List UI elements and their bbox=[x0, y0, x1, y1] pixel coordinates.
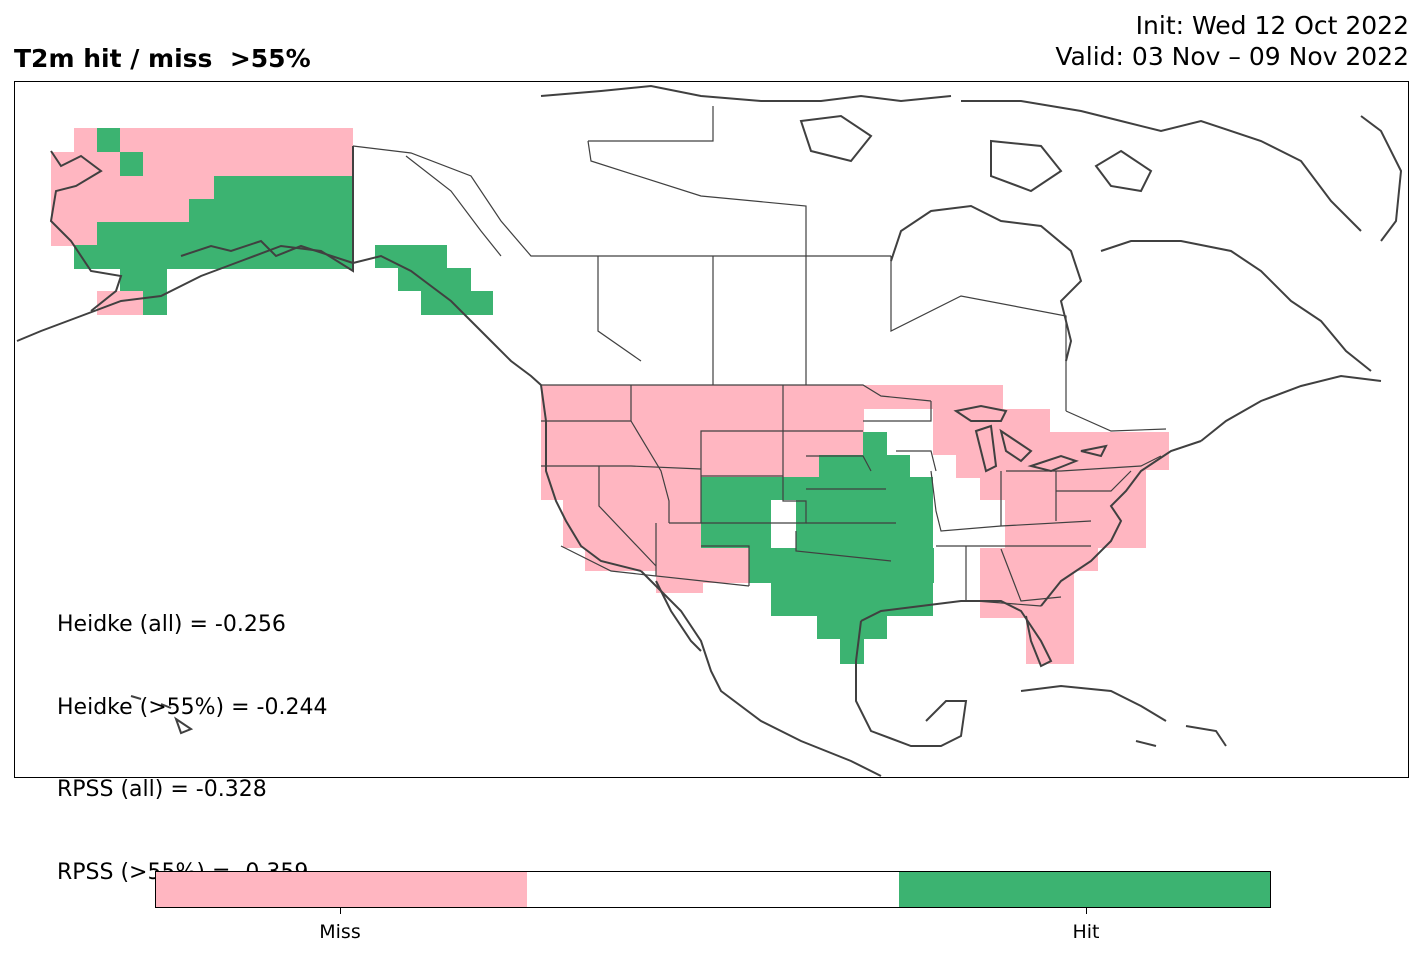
miss-cell bbox=[703, 548, 749, 583]
hit-cell bbox=[910, 477, 933, 548]
heidke-55: Heidke (>55%) = -0.244 bbox=[57, 694, 328, 720]
map-title: T2m hit / miss >55% bbox=[14, 44, 311, 73]
hit-cell bbox=[97, 222, 353, 269]
hit-cell bbox=[701, 477, 771, 548]
hit-cell bbox=[120, 152, 143, 176]
colorbar-label-miss: Miss bbox=[319, 921, 361, 943]
hit-cell bbox=[189, 199, 353, 223]
colorbar-miss-segment bbox=[156, 872, 528, 907]
hit-cell bbox=[120, 269, 167, 291]
miss-cell bbox=[541, 477, 701, 500]
colorbar-label-hit: Hit bbox=[1072, 921, 1100, 943]
heidke-all: Heidke (all) = -0.256 bbox=[57, 612, 286, 637]
valid-range: Valid: 03 Nov – 09 Nov 2022 bbox=[1055, 42, 1409, 71]
miss-cell bbox=[956, 455, 1005, 478]
miss-cell bbox=[656, 571, 703, 593]
coastlines bbox=[16, 84, 1403, 777]
miss-cell bbox=[980, 571, 1074, 618]
colorbar-tick-hit bbox=[1086, 908, 1087, 914]
miss-cell bbox=[585, 548, 703, 571]
hit-cell bbox=[887, 455, 910, 477]
colorbar bbox=[155, 871, 1271, 908]
date-info: Init: Wed 12 Oct 2022 Valid: 03 Nov – 09… bbox=[1055, 10, 1409, 72]
hit-cell bbox=[887, 477, 910, 548]
colorbar-hit-segment bbox=[898, 872, 1270, 907]
hit-cell bbox=[863, 432, 887, 455]
colorbar-neutral-segment bbox=[527, 872, 899, 907]
miss-cell bbox=[541, 432, 703, 477]
rpss-all: RPSS (all) = -0.328 bbox=[57, 777, 267, 802]
hit-cell bbox=[840, 639, 864, 664]
hit-cell bbox=[796, 477, 819, 548]
miss-cell bbox=[51, 152, 74, 222]
miss-cell bbox=[51, 222, 97, 246]
miss-cell bbox=[541, 408, 864, 432]
hit-cell bbox=[97, 128, 120, 152]
miss-cell bbox=[701, 455, 819, 477]
miss-cell bbox=[541, 385, 817, 409]
state-province-borders bbox=[352, 106, 1167, 607]
miss-cell bbox=[1026, 618, 1074, 664]
map-panel bbox=[14, 81, 1409, 778]
map-canvas bbox=[16, 84, 1403, 777]
skill-scores: Heidke (all) = -0.256 Heidke (>55%) = -0… bbox=[57, 556, 327, 914]
colorbar-tick-miss bbox=[340, 908, 341, 914]
miss-cell bbox=[97, 291, 143, 315]
hit-miss-cells bbox=[51, 128, 1169, 664]
hit-cell bbox=[214, 176, 353, 200]
hit-cell bbox=[375, 256, 400, 268]
miss-cell bbox=[980, 548, 1098, 571]
hit-cell bbox=[771, 571, 933, 616]
hit-cell bbox=[817, 616, 887, 639]
miss-cell bbox=[1146, 432, 1169, 456]
miss-cell bbox=[817, 385, 864, 408]
init-date: Init: Wed 12 Oct 2022 bbox=[1135, 11, 1409, 40]
miss-cell bbox=[1098, 500, 1121, 548]
hit-cell bbox=[421, 291, 493, 315]
miss-cell bbox=[980, 477, 1005, 500]
hit-cell bbox=[74, 245, 97, 269]
